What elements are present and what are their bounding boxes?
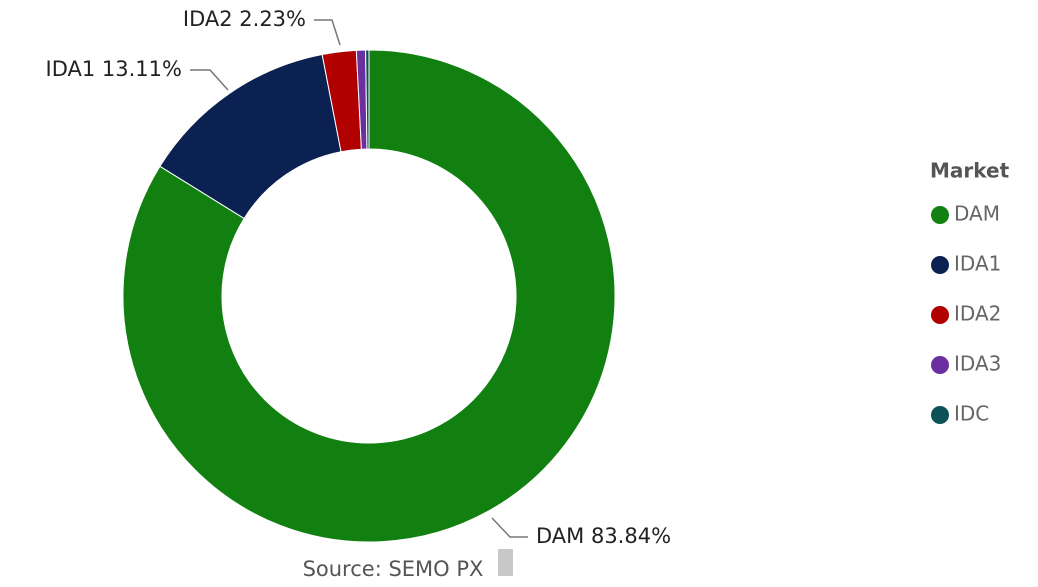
legend-label: DAM xyxy=(954,202,1000,226)
legend-marker xyxy=(931,206,949,224)
legend-title: Market xyxy=(930,159,1010,183)
leader-line xyxy=(190,69,229,91)
legend-marker xyxy=(931,406,949,424)
leader-line xyxy=(491,517,528,538)
slice xyxy=(122,49,616,543)
legend-label: IDA3 xyxy=(954,352,1001,376)
legend-marker xyxy=(931,306,949,324)
slice xyxy=(365,49,370,150)
data-label: IDA2 2.23% xyxy=(183,7,306,31)
legend-label: IDA2 xyxy=(954,302,1001,326)
leader-line xyxy=(314,19,341,46)
legend-label: IDC xyxy=(954,402,989,426)
scrollbar xyxy=(498,549,513,576)
legend-marker xyxy=(931,356,949,374)
source: Source: SEMO PX xyxy=(303,557,484,581)
data-label: DAM 83.84% xyxy=(536,524,671,548)
data-label: IDA1 13.11% xyxy=(46,57,182,81)
legend-label: IDA1 xyxy=(954,252,1001,276)
legend-marker xyxy=(931,256,949,274)
